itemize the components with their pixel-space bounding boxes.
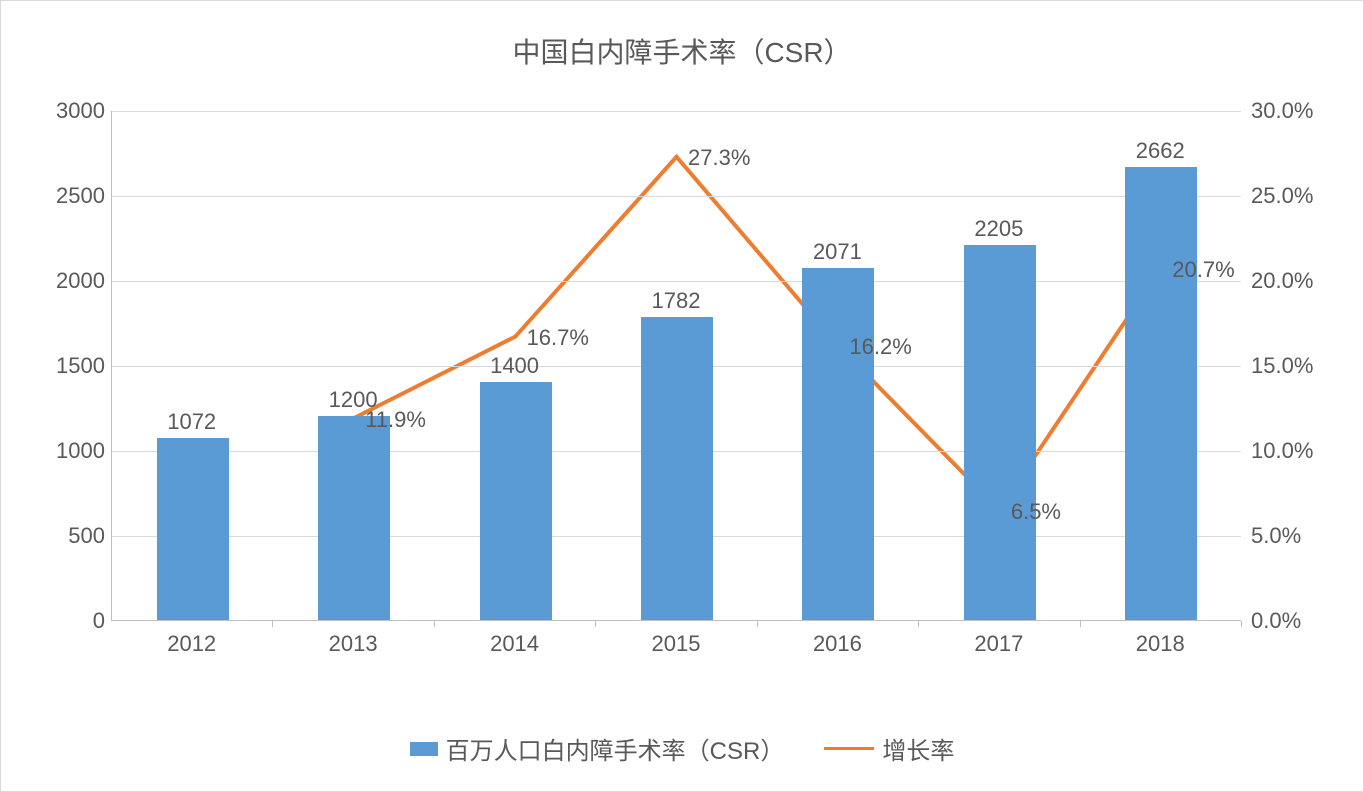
x-tick [1241, 621, 1242, 627]
legend-line-label: 增长率 [882, 731, 954, 766]
chart-container: 中国白内障手术率（CSR） 0 500 1000 1500 2000 2500 3000 0… [0, 0, 1364, 792]
gridline [112, 111, 1241, 112]
x-tick [595, 621, 596, 627]
bar [964, 245, 1036, 620]
x-tick-label: 2016 [813, 631, 862, 657]
x-tick [1080, 621, 1081, 627]
bar [480, 382, 552, 620]
bar [641, 317, 713, 620]
x-tick [434, 621, 435, 627]
line-value-label: 11.9% [365, 407, 426, 433]
bar [1125, 167, 1197, 620]
y-right-tick-label: 10.0% [1251, 438, 1351, 464]
y-left-tick-label: 2000 [25, 268, 105, 294]
x-tick-label: 2017 [974, 631, 1023, 657]
growth-line-path [354, 157, 1160, 510]
y-left-tick-label: 3000 [25, 98, 105, 124]
y-right-tick-label: 25.0% [1251, 183, 1351, 209]
y-right-tick-label: 15.0% [1251, 353, 1351, 379]
bar-value-label: 1782 [652, 288, 701, 314]
x-tick [918, 621, 919, 627]
bar [802, 268, 874, 620]
x-tick-label: 2013 [329, 631, 378, 657]
x-tick-label: 2014 [490, 631, 539, 657]
y-left-tick-label: 1500 [25, 353, 105, 379]
gridline [112, 196, 1241, 197]
bar-value-label: 2205 [974, 216, 1023, 242]
y-right-tick-label: 20.0% [1251, 268, 1351, 294]
y-right-tick-label: 30.0% [1251, 98, 1351, 124]
x-tick-label: 2015 [652, 631, 701, 657]
line-value-label: 16.2% [849, 334, 911, 360]
line-value-label: 20.7% [1172, 257, 1234, 283]
x-tick-label: 2012 [167, 631, 216, 657]
bar-value-label: 2662 [1136, 138, 1185, 164]
legend-item-bar: 百万人口白内障手术率（CSR） [410, 731, 785, 766]
x-tick [272, 621, 273, 627]
line-value-label: 16.7% [527, 325, 589, 351]
x-tick [757, 621, 758, 627]
legend-item-line: 增长率 [824, 731, 954, 766]
legend-bar-label: 百万人口白内障手术率（CSR） [446, 731, 785, 766]
bar [157, 438, 229, 620]
legend: 百万人口白内障手术率（CSR） 增长率 [1, 730, 1363, 766]
y-right-tick-label: 0.0% [1251, 608, 1351, 634]
y-left-tick-label: 2500 [25, 183, 105, 209]
plot-area [111, 111, 1241, 621]
x-tick-label: 2018 [1136, 631, 1185, 657]
legend-line-swatch [824, 747, 874, 750]
y-right-tick-label: 5.0% [1251, 523, 1351, 549]
bar-value-label: 1400 [490, 353, 539, 379]
line-value-label: 6.5% [1011, 499, 1061, 525]
bar-value-label: 1072 [167, 409, 216, 435]
bar-value-label: 2071 [813, 239, 862, 265]
line-value-label: 27.3% [688, 145, 750, 171]
y-left-tick-label: 1000 [25, 438, 105, 464]
y-left-tick-label: 500 [25, 523, 105, 549]
legend-bar-swatch [410, 742, 438, 756]
y-left-tick-label: 0 [25, 608, 105, 634]
gridline [112, 281, 1241, 282]
chart-title: 中国白内障手术率（CSR） [1, 1, 1363, 91]
bar [318, 416, 390, 620]
